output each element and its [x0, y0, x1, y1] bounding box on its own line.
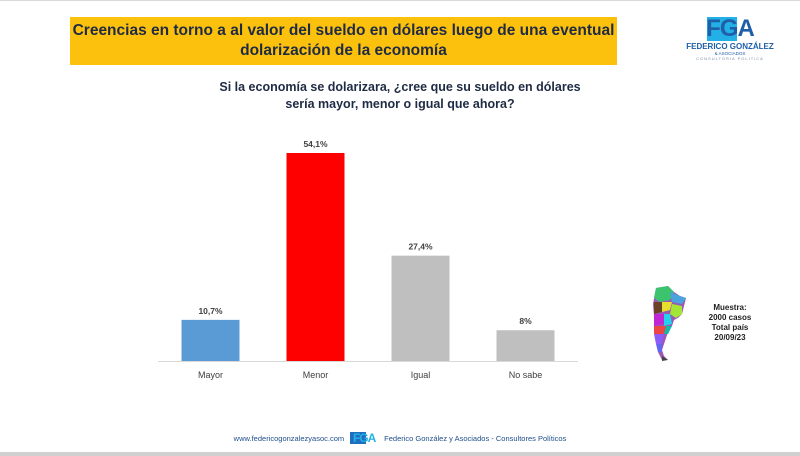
value-label-igual: 27,4%: [408, 242, 433, 252]
category-label-igual: Igual: [411, 370, 431, 380]
footer-website-link[interactable]: www.federicogonzalezyasoc.com: [233, 433, 345, 443]
category-label-mayor: Mayor: [198, 370, 223, 380]
question-line-1: Si la economía se dolarizara, ¿cree que …: [219, 80, 581, 94]
logo-tagline: CONSULTORIA POLITICA: [696, 56, 764, 61]
top-border: [0, 0, 800, 1]
bar-menor: [286, 153, 345, 361]
title-line-2: dolarización de la economía: [240, 42, 447, 59]
fga-logo: FGA FEDERICO GONZÁLEZ & ASOCIADOS CONSUL…: [680, 17, 780, 65]
sample-label: Muestra:: [713, 303, 747, 312]
bar-mayor: [181, 319, 240, 361]
fga-logo-mark: FGA: [706, 15, 755, 42]
category-label-no-sabe: No sabe: [509, 370, 543, 380]
chart-question: Si la economía se dolarizara, ¿cree que …: [150, 79, 650, 113]
value-label-no-sabe: 8%: [519, 316, 532, 326]
sample-info: Muestra: 2000 casos Total país 20/09/23: [700, 303, 760, 343]
title-line-1: Creencias en torno a al valor del sueldo…: [72, 22, 615, 39]
bottom-border: [0, 452, 800, 456]
sample-scope: Total país: [711, 323, 749, 332]
value-label-menor: 54,1%: [303, 139, 328, 149]
logo-subtitle: & ASOCIADOS: [714, 51, 746, 56]
footer-company-name: Federico González y Asociados - Consulto…: [384, 433, 567, 443]
sample-date: 20/09/23: [714, 333, 746, 342]
footer: www.federicogonzalezyasoc.com FGA Federi…: [0, 432, 800, 444]
value-label-mayor: 10,7%: [198, 306, 223, 316]
argentina-map-icon: [653, 286, 686, 361]
question-line-2: sería mayor, menor o igual que ahora?: [285, 97, 515, 111]
footer-fga-logo-icon: FGA: [350, 432, 378, 444]
bar-igual: [391, 255, 450, 361]
sample-size: 2000 casos: [708, 313, 752, 322]
logo-company-name: FEDERICO GONZÁLEZ: [686, 42, 774, 51]
category-label-menor: Menor: [303, 370, 329, 380]
title-banner: Creencias en torno a al valor del sueldo…: [70, 17, 617, 65]
bar-no-sabe: [496, 330, 555, 361]
